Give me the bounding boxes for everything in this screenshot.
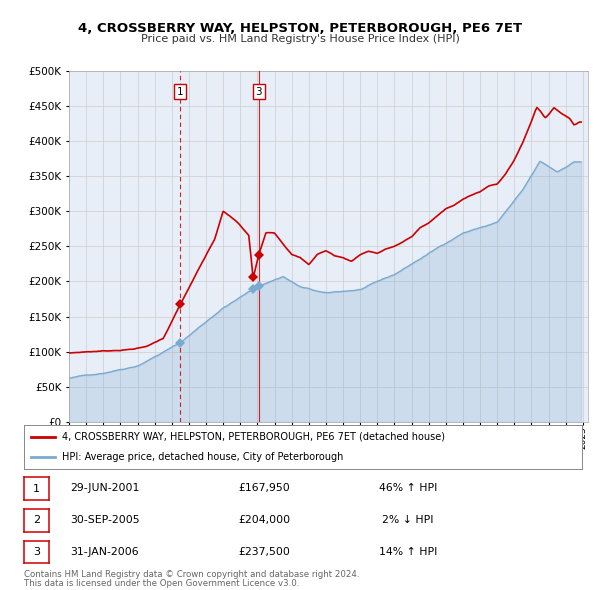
- Text: 29-JUN-2001: 29-JUN-2001: [70, 483, 140, 493]
- Text: 4, CROSSBERRY WAY, HELPSTON, PETERBOROUGH, PE6 7ET (detached house): 4, CROSSBERRY WAY, HELPSTON, PETERBOROUG…: [62, 432, 445, 442]
- Text: 1: 1: [33, 484, 40, 493]
- Text: £237,500: £237,500: [238, 547, 290, 556]
- Text: 46% ↑ HPI: 46% ↑ HPI: [379, 483, 437, 493]
- Text: 3: 3: [256, 87, 262, 97]
- Text: This data is licensed under the Open Government Licence v3.0.: This data is licensed under the Open Gov…: [24, 579, 299, 588]
- Text: 1: 1: [177, 87, 184, 97]
- Text: 2% ↓ HPI: 2% ↓ HPI: [382, 515, 434, 525]
- Text: 14% ↑ HPI: 14% ↑ HPI: [379, 547, 437, 556]
- Text: Contains HM Land Registry data © Crown copyright and database right 2024.: Contains HM Land Registry data © Crown c…: [24, 571, 359, 579]
- Text: 3: 3: [33, 548, 40, 557]
- Text: £167,950: £167,950: [238, 483, 290, 493]
- Text: 4, CROSSBERRY WAY, HELPSTON, PETERBOROUGH, PE6 7ET: 4, CROSSBERRY WAY, HELPSTON, PETERBOROUG…: [78, 22, 522, 35]
- Text: HPI: Average price, detached house, City of Peterborough: HPI: Average price, detached house, City…: [62, 452, 343, 462]
- Text: Price paid vs. HM Land Registry's House Price Index (HPI): Price paid vs. HM Land Registry's House …: [140, 34, 460, 44]
- Text: 31-JAN-2006: 31-JAN-2006: [71, 547, 139, 556]
- Text: 30-SEP-2005: 30-SEP-2005: [70, 515, 140, 525]
- Text: £204,000: £204,000: [238, 515, 290, 525]
- Text: 2: 2: [33, 516, 40, 525]
